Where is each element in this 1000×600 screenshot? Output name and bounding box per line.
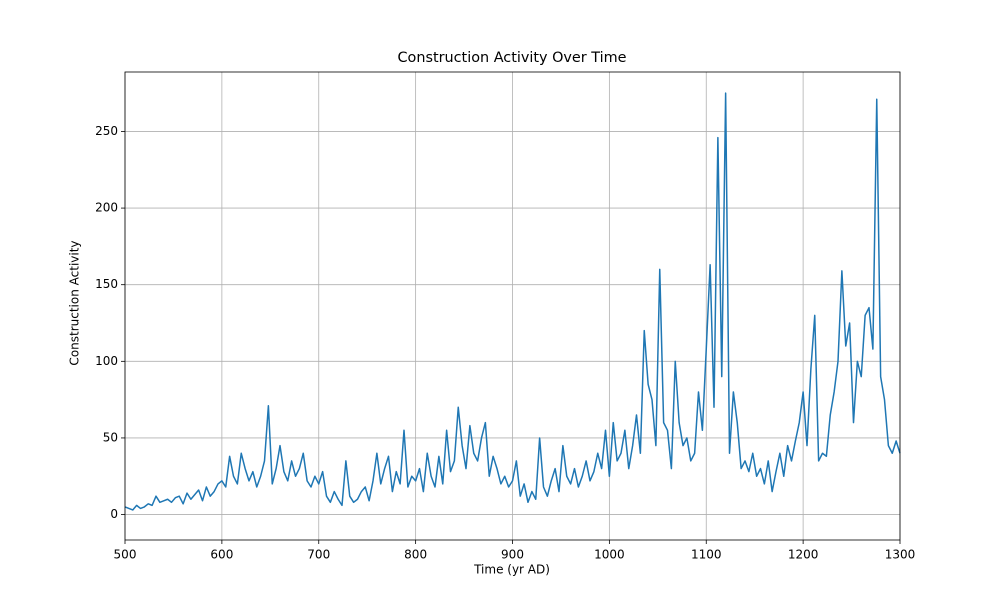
- x-tick-label: 1300: [885, 548, 916, 562]
- x-tick-label: 1100: [691, 548, 722, 562]
- x-tick-label: 900: [501, 548, 524, 562]
- x-tick-label: 1200: [788, 548, 819, 562]
- y-tick-label: 100: [95, 354, 118, 368]
- chart-title: Construction Activity Over Time: [398, 50, 627, 66]
- y-tick-label: 0: [110, 507, 118, 521]
- x-axis-label: Time (yr AD): [473, 563, 550, 577]
- x-tick-label: 1000: [594, 548, 625, 562]
- data-line: [124, 92, 901, 511]
- y-tick-label: 50: [103, 430, 118, 444]
- x-tick-label: 500: [114, 548, 137, 562]
- y-axis-label: Construction Activity: [68, 240, 82, 365]
- x-tick-label: 600: [210, 548, 233, 562]
- plot-frame: [124, 71, 901, 541]
- y-tick-label: 200: [95, 201, 118, 215]
- y-tick-label: 250: [95, 124, 118, 138]
- x-tick-label: 800: [404, 548, 427, 562]
- x-tick-label: 700: [307, 548, 330, 562]
- y-tick-label: 150: [95, 277, 118, 291]
